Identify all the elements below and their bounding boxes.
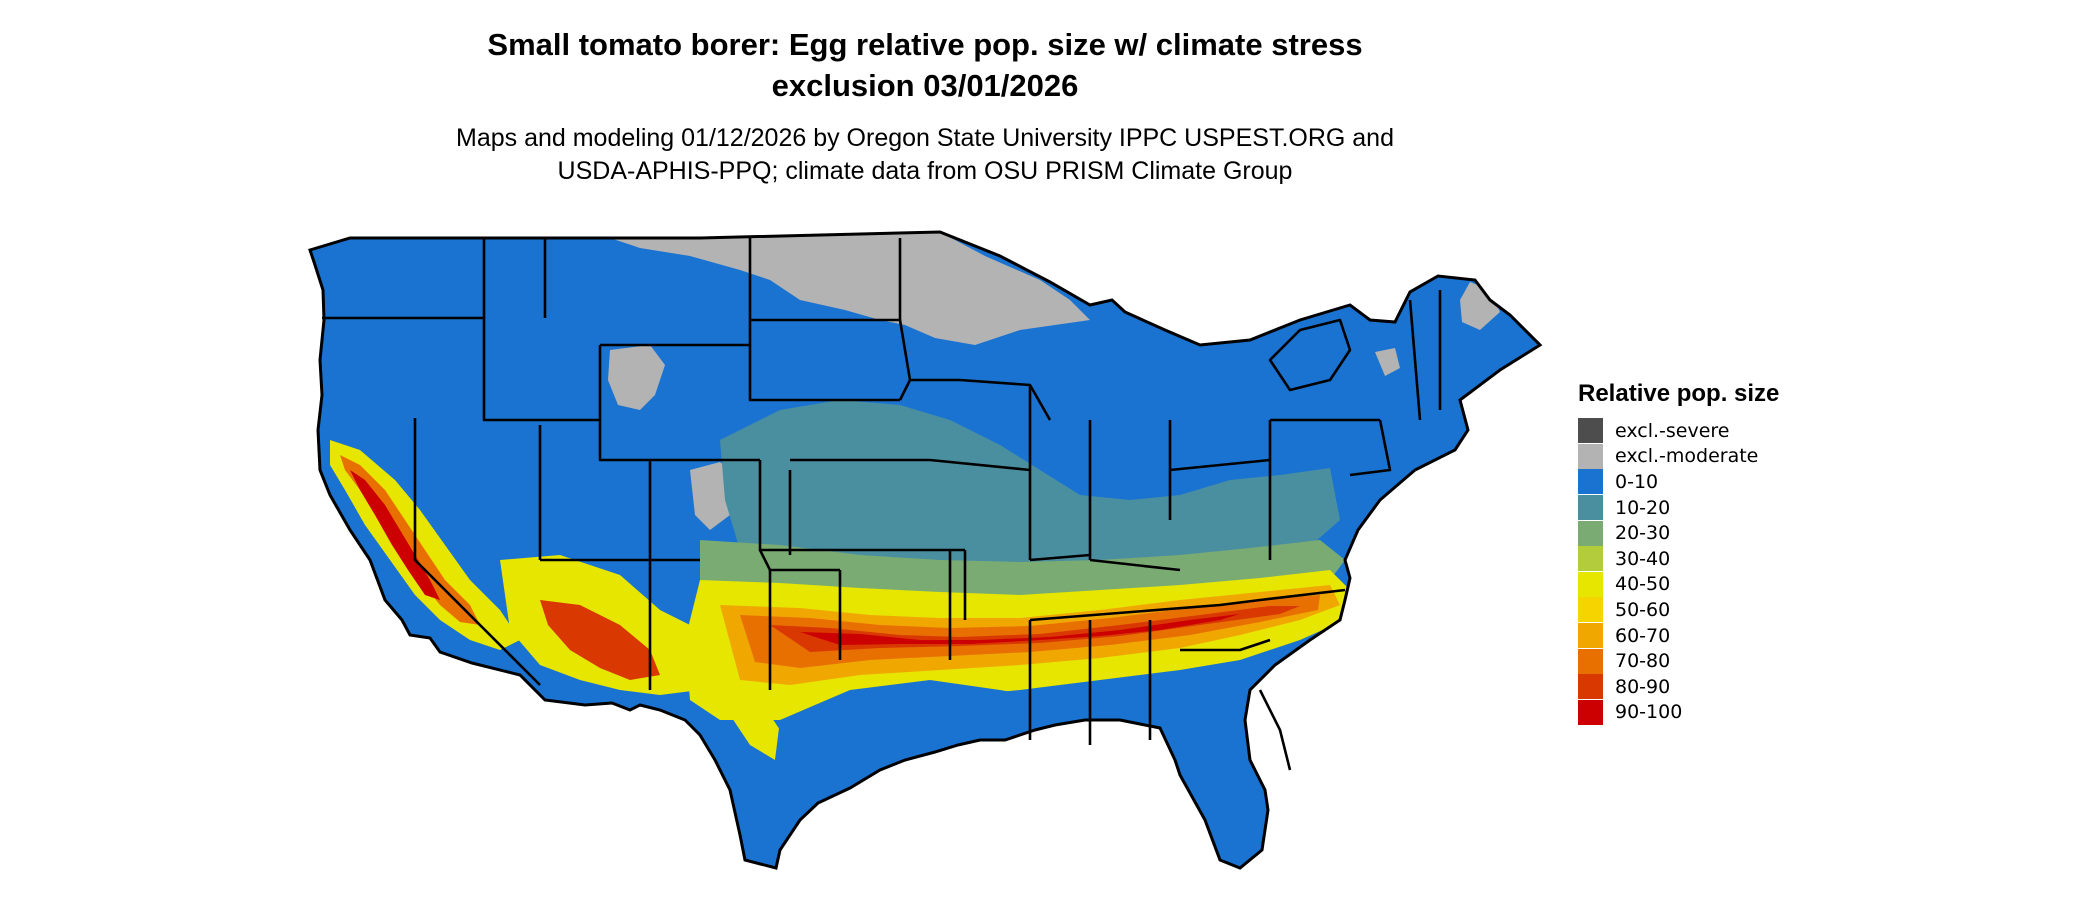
legend-item: 20-30 bbox=[1578, 520, 2078, 546]
excl-moderate-north-plains bbox=[610, 232, 1090, 345]
map-subtitle-line2: USDA-APHIS-PPQ; climate data from OSU PR… bbox=[557, 157, 1293, 185]
excl-moderate-adirondack bbox=[1375, 348, 1400, 376]
map-title-line1: Small tomato borer: Egg relative pop. si… bbox=[487, 27, 1363, 62]
map-title: Small tomato borer: Egg relative pop. si… bbox=[400, 24, 1450, 106]
south-texas-coast-blue bbox=[770, 680, 1270, 868]
state-borders bbox=[322, 238, 1442, 771]
legend-label: 20-30 bbox=[1615, 522, 1671, 545]
legend-swatch bbox=[1578, 623, 1603, 649]
legend-item: 40-50 bbox=[1578, 571, 2078, 598]
legend-items: excl.-severe excl.-moderate 0-10 10-20 20-30… bbox=[1578, 418, 2078, 725]
us-map-svg bbox=[308, 230, 1542, 870]
legend-label: 40-50 bbox=[1615, 573, 1671, 596]
legend-label: 10-20 bbox=[1615, 496, 1671, 519]
map-title-line2: exclusion 03/01/2026 bbox=[771, 68, 1079, 103]
legend-item: 50-60 bbox=[1578, 597, 2078, 623]
legend-item: 30-40 bbox=[1578, 546, 2078, 572]
legend-item: excl.-moderate bbox=[1578, 443, 2078, 470]
legend-title: Relative pop. size bbox=[1578, 380, 1780, 407]
legend-label: 80-90 bbox=[1615, 675, 1671, 698]
us-map bbox=[300, 220, 1560, 892]
legend-label: 30-40 bbox=[1615, 547, 1671, 570]
legend-label: 90-100 bbox=[1615, 701, 1683, 724]
legend-item: 90-100 bbox=[1578, 699, 2078, 726]
map-subtitle: Maps and modeling 01/12/2026 by Oregon S… bbox=[400, 122, 1450, 188]
legend-item: 60-70 bbox=[1578, 623, 2078, 649]
legend-label: 70-80 bbox=[1615, 650, 1671, 673]
legend-swatch bbox=[1578, 469, 1603, 495]
legend-swatch bbox=[1578, 597, 1603, 623]
map-legend: Relative pop. size excl.-severe excl.-mod… bbox=[1578, 380, 2078, 725]
map-subtitle-line1: Maps and modeling 01/12/2026 by Oregon S… bbox=[456, 124, 1394, 152]
legend-swatch bbox=[1578, 495, 1603, 521]
legend-label: excl.-moderate bbox=[1615, 445, 1759, 468]
south-texas-yellow bbox=[720, 690, 780, 760]
legend-label: 0-10 bbox=[1615, 470, 1659, 493]
legend-item: 0-10 bbox=[1578, 469, 2078, 495]
legend-swatch bbox=[1578, 418, 1603, 444]
legend-swatch bbox=[1578, 699, 1603, 725]
legend-swatch bbox=[1578, 674, 1603, 700]
band-90-100 bbox=[800, 614, 1240, 645]
legend-swatch bbox=[1578, 571, 1603, 597]
legend-swatch bbox=[1578, 520, 1603, 546]
legend-label: 50-60 bbox=[1615, 598, 1671, 621]
legend-swatch bbox=[1578, 443, 1603, 469]
legend-item: excl.-severe bbox=[1578, 418, 2078, 444]
california-red-zone bbox=[350, 470, 440, 600]
southwest-red-zone bbox=[540, 600, 660, 680]
legend-item: 70-80 bbox=[1578, 648, 2078, 674]
legend-label: excl.-severe bbox=[1615, 419, 1730, 442]
legend-item: 10-20 bbox=[1578, 495, 2078, 521]
legend-item: 80-90 bbox=[1578, 674, 2078, 700]
legend-label: 60-70 bbox=[1615, 624, 1671, 647]
excl-moderate-wyoming bbox=[608, 345, 665, 410]
legend-swatch bbox=[1578, 546, 1603, 572]
legend-swatch bbox=[1578, 648, 1603, 674]
